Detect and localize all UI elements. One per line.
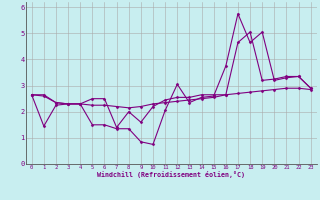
- X-axis label: Windchill (Refroidissement éolien,°C): Windchill (Refroidissement éolien,°C): [97, 171, 245, 178]
